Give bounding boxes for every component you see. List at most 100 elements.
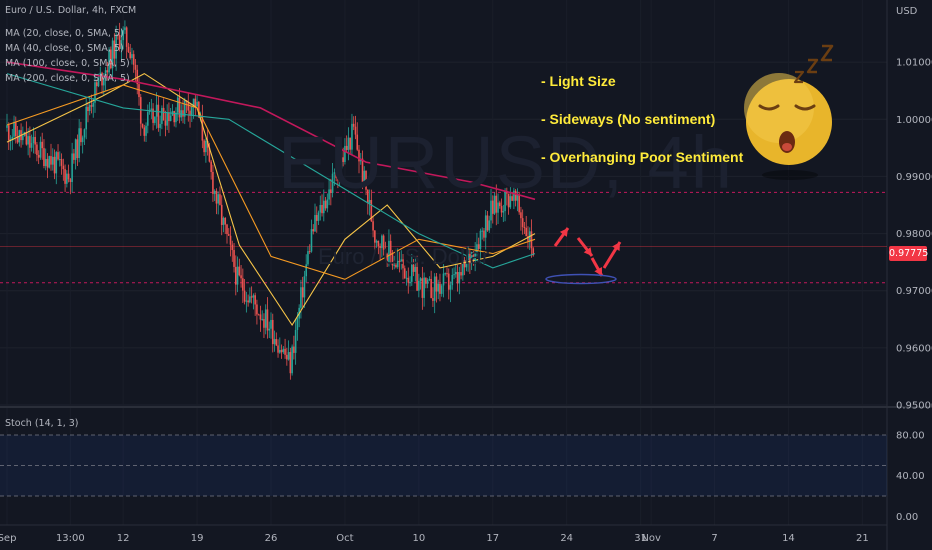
candle-body [405, 277, 408, 279]
candle-body [481, 230, 483, 232]
candle-body [44, 158, 47, 167]
candle-body [43, 148, 45, 167]
candle-body [132, 54, 135, 65]
candle-body [60, 159, 63, 166]
candle-body [235, 266, 237, 285]
candle-body [41, 141, 43, 149]
candle-body [287, 352, 290, 360]
candle-body [85, 106, 87, 130]
candle-body [268, 328, 271, 331]
candle-body [55, 152, 58, 174]
candle-body [361, 158, 364, 183]
candle-body [384, 249, 387, 254]
candle-body [393, 264, 395, 266]
candle-body [333, 172, 336, 174]
candle-body [458, 272, 461, 284]
candle-body [210, 161, 212, 172]
candle-body [351, 123, 353, 150]
candle-body [30, 143, 33, 148]
candle-body [523, 226, 526, 228]
candle-body [256, 304, 258, 315]
candle-body [340, 157, 343, 169]
candle-body [465, 260, 468, 268]
annotation-sideways: - Sideways (No sentiment) [541, 111, 716, 127]
candle-body [127, 46, 130, 53]
candle-body [520, 212, 522, 219]
candle-body [11, 136, 14, 140]
candle-body [6, 125, 8, 128]
candle-body [118, 34, 121, 49]
candle-body [81, 137, 84, 143]
candle-body [103, 79, 105, 86]
candle-body [280, 349, 283, 353]
stoch-tick: 80.00 [896, 431, 925, 442]
candle-body [368, 199, 371, 204]
candle-body [53, 156, 56, 174]
candle-body [25, 132, 28, 145]
ma40-line [6, 84, 536, 280]
candle-body [347, 137, 350, 150]
candle-body [447, 273, 450, 290]
candle-body [104, 70, 107, 80]
candle-body [314, 215, 316, 232]
candle-body [382, 235, 385, 250]
candle-body [67, 173, 70, 180]
candle-body [139, 97, 142, 124]
candle-body [92, 102, 95, 107]
candle-body [525, 227, 527, 237]
emoji-shadow [762, 170, 818, 180]
candle-body [231, 244, 234, 251]
candle-body [243, 290, 246, 302]
candle-body [446, 273, 448, 275]
stoch-label[interactable]: Stoch (14, 1, 3) [5, 418, 79, 429]
time-tick: 31 [634, 533, 647, 544]
candle-body [345, 145, 348, 150]
candle-body [222, 217, 225, 225]
candle-body [472, 251, 475, 261]
candle-body [73, 153, 75, 160]
candle-body [74, 139, 77, 160]
legend-ma100[interactable]: MA (100, close, 0, SMA, 5) [5, 58, 130, 69]
chart-title[interactable]: Euro / U.S. Dollar, 4h, FXCM [5, 5, 137, 16]
legend-ma200[interactable]: MA (200, close, 0, SMA, 5) [5, 73, 130, 84]
candle-body [491, 200, 494, 214]
candle-body [215, 190, 218, 204]
candle-body [46, 158, 49, 168]
candle-body [354, 126, 357, 135]
arrow-up-2-head [612, 242, 620, 251]
candle-body [407, 277, 410, 283]
price-axis-unit[interactable]: USD [896, 6, 918, 17]
candle-body [152, 108, 154, 123]
legend-ma20[interactable]: MA (20, close, 0, SMA, 5) [5, 28, 124, 39]
legend-ma40[interactable]: MA (40, close, 0, SMA, 5) [5, 43, 124, 54]
candle-body [474, 253, 476, 261]
candle-body [282, 348, 285, 353]
candle-body [300, 287, 302, 308]
candle-body [423, 277, 425, 298]
candle-body [293, 346, 295, 353]
time-tick: 10 [412, 533, 425, 544]
candle-body [499, 202, 501, 207]
candle-body [502, 211, 505, 213]
candle-body [418, 280, 420, 291]
candle-body [90, 105, 93, 107]
candle-body [374, 230, 376, 243]
candle-body [319, 204, 322, 213]
price-tick: 0.95000 [896, 401, 932, 412]
candle-body [117, 34, 119, 36]
candle-body [500, 206, 503, 213]
candle-body [252, 295, 255, 298]
candle-body [261, 318, 263, 320]
candle-body [34, 136, 36, 145]
candle-body [414, 266, 417, 272]
price-tick: 1.01000 [896, 58, 932, 69]
candle-body [386, 253, 388, 264]
candle-body [80, 128, 82, 143]
candle-body [381, 235, 383, 248]
candle-body [187, 101, 190, 111]
candle-body [175, 112, 177, 123]
candle-body [242, 278, 244, 291]
candle-body [409, 281, 411, 283]
candle-body [430, 279, 432, 299]
